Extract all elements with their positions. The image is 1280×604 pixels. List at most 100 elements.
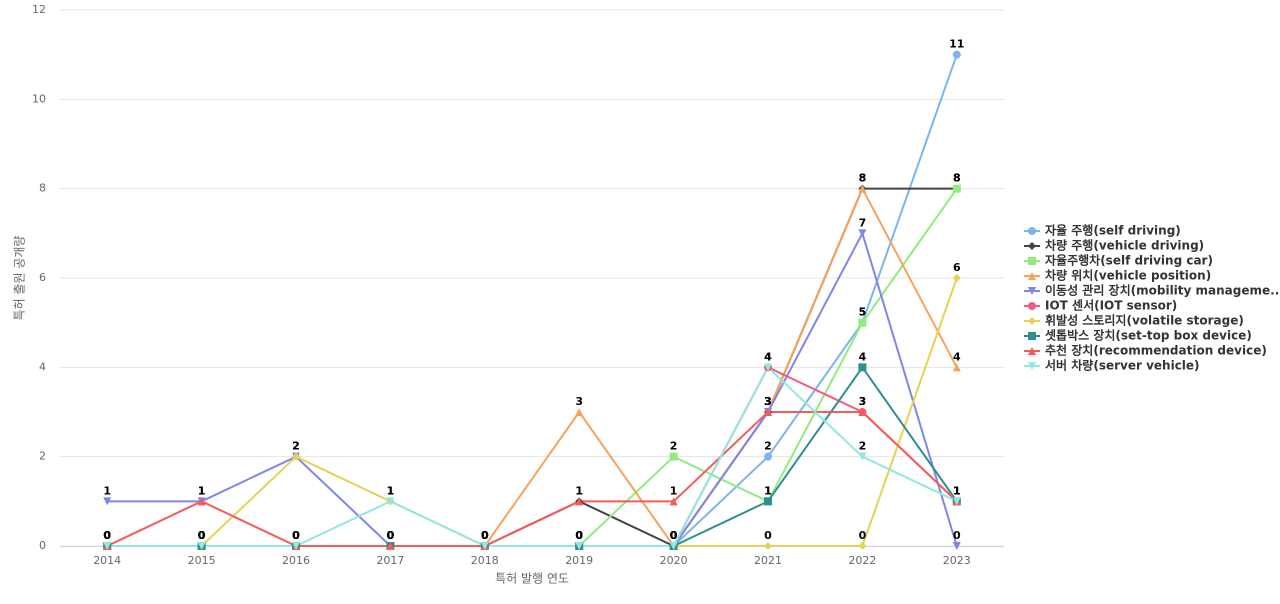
data-label: 0 [670, 529, 678, 542]
legend-label: IOT 센서(IOT sensor) [1045, 298, 1177, 313]
data-label: 3 [764, 395, 772, 408]
x-tick-label: 2018 [471, 554, 499, 567]
y-tick-label: 10 [32, 92, 46, 105]
data-label: 4 [764, 350, 772, 363]
marker [764, 452, 772, 461]
x-tick-label: 2019 [565, 554, 593, 567]
data-label: 1 [575, 484, 583, 497]
marker [575, 542, 584, 550]
data-label: 0 [575, 529, 583, 542]
data-label: 0 [481, 529, 489, 542]
x-tick-label: 2014 [93, 554, 121, 567]
marker [1028, 317, 1036, 325]
data-label: 0 [670, 529, 678, 542]
data-label: 0 [575, 529, 583, 542]
data-label: 8 [859, 172, 867, 185]
data-label: 2 [292, 440, 300, 453]
marker [952, 363, 961, 372]
marker [292, 542, 300, 550]
data-label: 0 [575, 529, 583, 542]
data-label: 0 [481, 529, 489, 542]
marker [858, 408, 867, 416]
y-tick-label: 12 [32, 3, 46, 16]
marker [858, 363, 867, 372]
y-tick-label: 6 [39, 271, 46, 284]
marker [197, 542, 206, 550]
data-label: 1 [387, 484, 395, 497]
data-label: 0 [481, 529, 489, 542]
data-label: 0 [198, 529, 206, 542]
data-label: 3 [764, 395, 772, 408]
data-label: 0 [764, 529, 772, 542]
data-label: 2 [292, 440, 300, 453]
data-label: 0 [481, 529, 489, 542]
x-tick-label: 2015 [188, 554, 216, 567]
marker [952, 184, 961, 193]
data-label: 1 [953, 484, 961, 497]
legend-label: 서버 차량(server vehicle) [1045, 358, 1200, 373]
data-label: 7 [859, 216, 867, 229]
data-label: 0 [198, 529, 206, 542]
data-label: 0 [198, 529, 206, 542]
data-label: 0 [292, 529, 300, 542]
marker [669, 497, 678, 506]
data-label: 0 [103, 529, 111, 542]
marker [103, 542, 112, 550]
marker [764, 363, 772, 372]
data-label: 0 [481, 529, 489, 542]
marker [669, 452, 678, 461]
data-label: 0 [387, 529, 395, 542]
marker [575, 497, 584, 506]
legend-label: 휘발성 스토리지(volatile storage) [1045, 313, 1244, 328]
data-label: 2 [670, 440, 678, 453]
data-label: 1 [764, 484, 772, 497]
data-label: 5 [859, 306, 867, 319]
x-tick-label: 2016 [282, 554, 310, 567]
y-tick-label: 4 [39, 360, 46, 373]
data-label: 0 [198, 529, 206, 542]
data-label: 0 [292, 529, 300, 542]
data-label: 0 [481, 529, 489, 542]
data-label: 0 [103, 529, 111, 542]
data-label: 3 [859, 395, 867, 408]
x-tick-label: 2020 [660, 554, 688, 567]
marker [197, 497, 206, 506]
marker [952, 542, 961, 550]
data-label: 0 [292, 529, 300, 542]
data-label: 3 [764, 395, 772, 408]
data-label: 0 [670, 529, 678, 542]
marker [1028, 227, 1036, 235]
marker [764, 542, 772, 550]
data-label: 3 [859, 395, 867, 408]
series-line [107, 54, 958, 547]
marker [952, 274, 961, 282]
data-label: 0 [670, 529, 678, 542]
legend-label: 차량 주행(vehicle driving) [1045, 238, 1204, 253]
data-label: 0 [670, 529, 678, 542]
series-line [107, 365, 958, 547]
legend-label: 자율주행차(self driving car) [1045, 253, 1213, 268]
data-label: 1 [387, 484, 395, 497]
marker [1028, 347, 1036, 355]
marker [952, 497, 961, 506]
marker [669, 542, 678, 550]
marker [764, 497, 772, 506]
x-tick-label: 2023 [943, 554, 971, 567]
data-label: 1 [103, 484, 111, 497]
marker [1028, 302, 1036, 310]
data-label: 8 [953, 172, 961, 185]
data-label: 0 [387, 529, 395, 542]
data-label: 0 [481, 529, 489, 542]
series-line [107, 230, 958, 547]
marker [858, 229, 867, 238]
data-label: 0 [953, 529, 961, 542]
data-label: 0 [670, 529, 678, 542]
data-label: 0 [859, 529, 867, 542]
marker [858, 318, 867, 327]
data-label: 0 [292, 529, 300, 542]
data-label: 2 [764, 440, 772, 453]
y-tick-label: 8 [39, 182, 46, 195]
marker [292, 452, 300, 461]
